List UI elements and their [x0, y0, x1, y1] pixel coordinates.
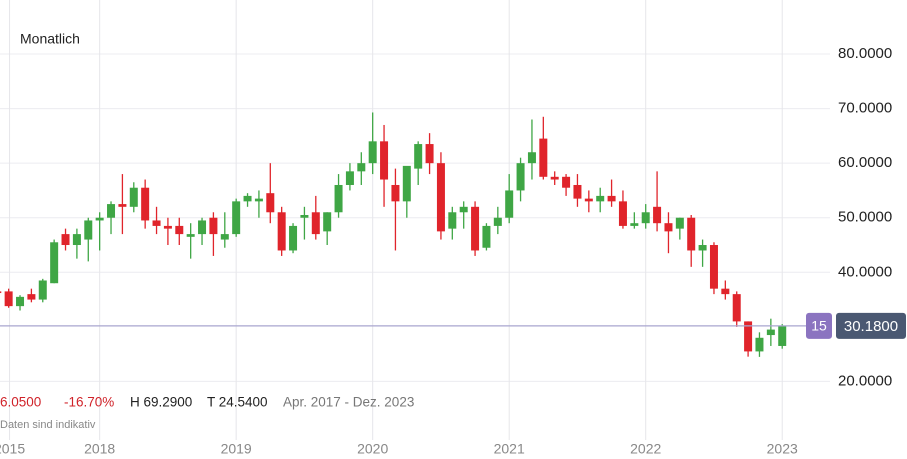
candle-body [641, 212, 650, 224]
candle-body [95, 217, 104, 221]
candle-body [289, 225, 298, 251]
candle-body [425, 144, 434, 164]
candle-body [516, 163, 525, 191]
candle-body [573, 184, 582, 199]
candle-body [766, 329, 775, 336]
candle-body [27, 294, 36, 300]
candle-body [687, 217, 696, 251]
candle-body [550, 176, 559, 180]
candle-body [0, 291, 2, 294]
x-tick-label: 2018 [84, 441, 115, 457]
candle-body [482, 225, 491, 248]
candle-body [334, 184, 343, 213]
candle-body [118, 204, 127, 207]
badge-bg [806, 312, 832, 339]
candle-body [675, 217, 684, 229]
candle-body [380, 141, 389, 180]
candle-body [345, 171, 354, 185]
candle-body [414, 144, 423, 169]
interval-label: Monatlich [20, 31, 80, 47]
candle-body [709, 245, 718, 289]
candle-body [209, 217, 218, 235]
candle-body [539, 138, 548, 177]
candle-body [61, 234, 70, 246]
candle-body [562, 176, 571, 188]
candle-body [436, 163, 445, 232]
candle-body [243, 195, 252, 202]
candle-body [607, 195, 616, 202]
candle-body [323, 212, 332, 232]
stat-range: Apr. 2017 - Dez. 2023 [283, 395, 414, 410]
candle-body [38, 280, 47, 300]
candle-body [198, 220, 207, 235]
candle-body [50, 242, 59, 284]
stat-change-pct: -16.70% [64, 395, 114, 410]
candle-body [4, 291, 13, 307]
candle-body [72, 234, 81, 246]
candle-body [732, 294, 741, 322]
note: Daten sind indikativ [0, 419, 96, 431]
candle-body [220, 234, 229, 240]
candle-body [596, 195, 605, 202]
candle-body [584, 198, 593, 202]
candle-body [527, 152, 536, 164]
candle-body [664, 223, 673, 232]
candle-body [141, 187, 150, 221]
candle-body [16, 296, 25, 307]
x-tick-label: 2019 [221, 441, 252, 457]
candle-body [163, 225, 172, 229]
candle-body [505, 190, 514, 218]
candle-body [152, 220, 161, 226]
candle-body [186, 234, 195, 237]
y-tick-label: 20.0000 [838, 372, 892, 389]
candle-body [755, 337, 764, 352]
candle-body [618, 201, 627, 226]
candle-body [493, 217, 502, 226]
candle-body [175, 225, 184, 235]
candle-body [744, 321, 753, 352]
candle-body [129, 187, 138, 207]
price-label: 30.1800 [844, 318, 898, 335]
candle-body [368, 141, 377, 164]
candle-body [402, 165, 411, 202]
candle-body [391, 184, 400, 202]
y-tick-label: 50.0000 [838, 209, 892, 226]
candle-body [266, 193, 275, 213]
badge: 15 [811, 318, 827, 334]
candle-body [721, 288, 730, 295]
y-tick-label: 60.0000 [838, 154, 892, 171]
y-tick-label: 70.0000 [838, 100, 892, 117]
candle-body [107, 204, 116, 218]
stat-change: 6.0500 [0, 395, 41, 410]
stat-low: T 24.5400 [207, 395, 268, 410]
candle-body [84, 220, 93, 240]
candle-body [254, 198, 263, 202]
x-tick-label: 2022 [630, 441, 661, 457]
x-tick-label: 2015 [0, 441, 25, 457]
candle-body [311, 212, 320, 235]
stat-high: H 69.2900 [130, 395, 192, 410]
candle-body [471, 206, 480, 251]
candle-body [630, 223, 639, 226]
candle-body [448, 212, 457, 229]
candle-body [300, 215, 309, 218]
x-tick-label: 2021 [494, 441, 525, 457]
candle-body [653, 206, 662, 224]
candle-body [778, 325, 787, 346]
x-tick-label: 2020 [357, 441, 388, 457]
candle-body [698, 245, 707, 251]
candle-body [232, 201, 241, 235]
candle-body [357, 163, 366, 172]
candle-body [277, 212, 286, 251]
price-label-bg [836, 312, 906, 339]
y-tick-label: 40.0000 [838, 263, 892, 280]
candle-body [459, 206, 468, 213]
x-tick-label: 2023 [767, 441, 798, 457]
y-tick-label: 80.0000 [838, 45, 892, 62]
